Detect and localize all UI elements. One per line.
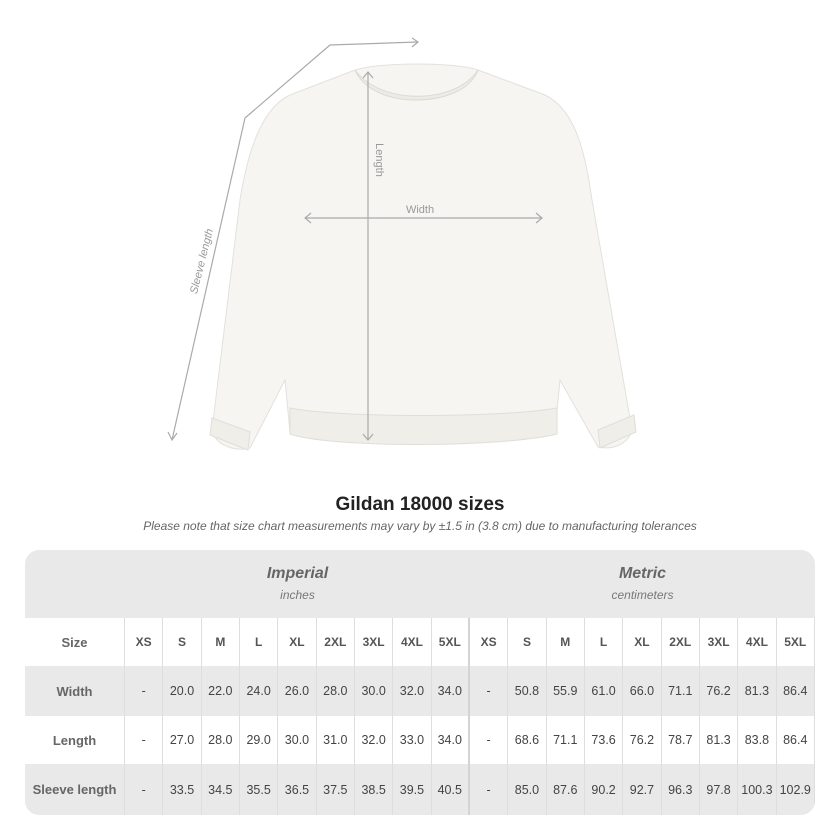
imperial-value-cell: 32.0: [355, 716, 394, 764]
imperial-value-cell: 38.5: [355, 764, 394, 815]
size-header-cell: M: [202, 618, 240, 666]
imperial-header: Imperial inches: [125, 550, 470, 618]
row-label: Size: [25, 618, 125, 666]
metric-value-cell: -: [470, 764, 509, 815]
size-table: Imperial inches Metric centimeters Size X…: [25, 550, 815, 815]
imperial-title: Imperial: [266, 565, 329, 582]
size-header-cell: XL: [278, 618, 317, 666]
imperial-value-cell: 33.5: [163, 764, 202, 815]
tolerance-note: Please note that size chart measurements…: [143, 519, 697, 533]
metric-title: Metric: [618, 565, 667, 582]
metric-value-cell: 85.0: [508, 764, 547, 815]
metric-unit: centimeters: [611, 588, 674, 602]
table-row: Length -27.0 28.0 29.0 30.0 31.0 32.0 33.0 34.0-…: [25, 716, 815, 764]
metric-header: Metric centimeters: [470, 550, 815, 618]
imperial-value-cell: -: [125, 764, 164, 815]
size-header-cell: L: [240, 618, 279, 666]
metric-value-cell: -: [470, 666, 509, 716]
size-header-cell: S: [508, 618, 547, 666]
imperial-value-cell: 28.0: [317, 666, 355, 716]
metric-value-cell: 66.0: [623, 666, 662, 716]
metric-value-cell: 73.6: [585, 716, 624, 764]
imperial-value-cell: 32.0: [393, 666, 432, 716]
metric-value-cell: 76.2: [623, 716, 662, 764]
imperial-value-cell: 37.5: [317, 764, 355, 815]
chart-title: Gildan 18000 sizes: [335, 494, 505, 515]
imperial-value-cell: 22.0: [202, 666, 240, 716]
size-header-cell: 5XL: [432, 618, 470, 666]
metric-value-cell: 86.4: [777, 666, 815, 716]
metric-value-cell: 102.9: [777, 764, 815, 815]
imperial-value-cell: 30.0: [278, 716, 317, 764]
metric-value-cell: 100.3: [738, 764, 777, 815]
size-header-cell: 2XL: [317, 618, 355, 666]
sweatshirt-diagram: Length Width Sleeve length: [167, 37, 637, 451]
imperial-value-cell: 33.0: [393, 716, 432, 764]
row-label: Sleeve length: [25, 764, 125, 815]
size-header-cell: S: [163, 618, 202, 666]
table-row: Sleeve length -33.5 34.5 35.5 36.5 37.5 38.5 39…: [25, 764, 815, 815]
imperial-unit: inches: [280, 588, 315, 602]
size-header-cell: XL: [623, 618, 662, 666]
metric-value-cell: 68.6: [508, 716, 547, 764]
size-header-row: Size XS S M L XL 2XL 3XL 4XL 5XL XS S M L XL 2XL 3XL 4XL 5…: [25, 618, 815, 666]
imperial-value-cell: 35.5: [240, 764, 279, 815]
size-header-cell: 3XL: [700, 618, 739, 666]
metric-value-cell: 61.0: [585, 666, 624, 716]
size-header-cell: 5XL: [777, 618, 815, 666]
width-label: Width: [406, 204, 434, 216]
size-header-cell: 4XL: [738, 618, 777, 666]
imperial-value-cell: 34.5: [202, 764, 240, 815]
row-label: Length: [25, 716, 125, 764]
metric-value-cell: 71.1: [662, 666, 700, 716]
size-header-cell: L: [585, 618, 624, 666]
metric-value-cell: 71.1: [547, 716, 585, 764]
metric-value-cell: 83.8: [738, 716, 777, 764]
imperial-value-cell: -: [125, 716, 164, 764]
imperial-value-cell: 40.5: [432, 764, 470, 815]
imperial-value-cell: 34.0: [432, 716, 470, 764]
imperial-value-cell: 31.0: [317, 716, 355, 764]
imperial-value-cell: 20.0: [163, 666, 202, 716]
size-header-cell: 3XL: [355, 618, 394, 666]
metric-value-cell: 87.6: [547, 764, 585, 815]
length-label: Length: [373, 143, 385, 177]
imperial-value-cell: 28.0: [202, 716, 240, 764]
metric-value-cell: 81.3: [700, 716, 739, 764]
sweatshirt-image: [209, 63, 637, 451]
size-header-cell: 2XL: [662, 618, 700, 666]
measure-lines: [167, 37, 543, 442]
imperial-value-cell: 36.5: [278, 764, 317, 815]
imperial-value-cell: 39.5: [393, 764, 432, 815]
metric-value-cell: 81.3: [738, 666, 777, 716]
imperial-value-cell: 24.0: [240, 666, 279, 716]
imperial-value-cell: 30.0: [355, 666, 394, 716]
imperial-value-cell: 34.0: [432, 666, 470, 716]
metric-value-cell: 76.2: [700, 666, 739, 716]
metric-value-cell: 96.3: [662, 764, 700, 815]
size-header-cell: 4XL: [393, 618, 432, 666]
imperial-value-cell: 27.0: [163, 716, 202, 764]
metric-value-cell: 55.9: [547, 666, 585, 716]
metric-value-cell: -: [470, 716, 509, 764]
metric-value-cell: 78.7: [662, 716, 700, 764]
table-row: Width -20.0 22.0 24.0 26.0 28.0 30.0 32.0 34.0-5…: [25, 666, 815, 716]
imperial-value-cell: 26.0: [278, 666, 317, 716]
size-header-cell: M: [547, 618, 585, 666]
imperial-value-cell: -: [125, 666, 164, 716]
sleeve-length-label: Sleeve length: [188, 227, 216, 295]
size-header-cell: XS: [470, 618, 509, 666]
size-header-cell: XS: [125, 618, 164, 666]
imperial-value-cell: 29.0: [240, 716, 279, 764]
metric-value-cell: 50.8: [508, 666, 547, 716]
metric-value-cell: 97.8: [700, 764, 739, 815]
metric-value-cell: 90.2: [585, 764, 624, 815]
row-label: Width: [25, 666, 125, 716]
metric-value-cell: 86.4: [777, 716, 815, 764]
metric-value-cell: 92.7: [623, 764, 662, 815]
